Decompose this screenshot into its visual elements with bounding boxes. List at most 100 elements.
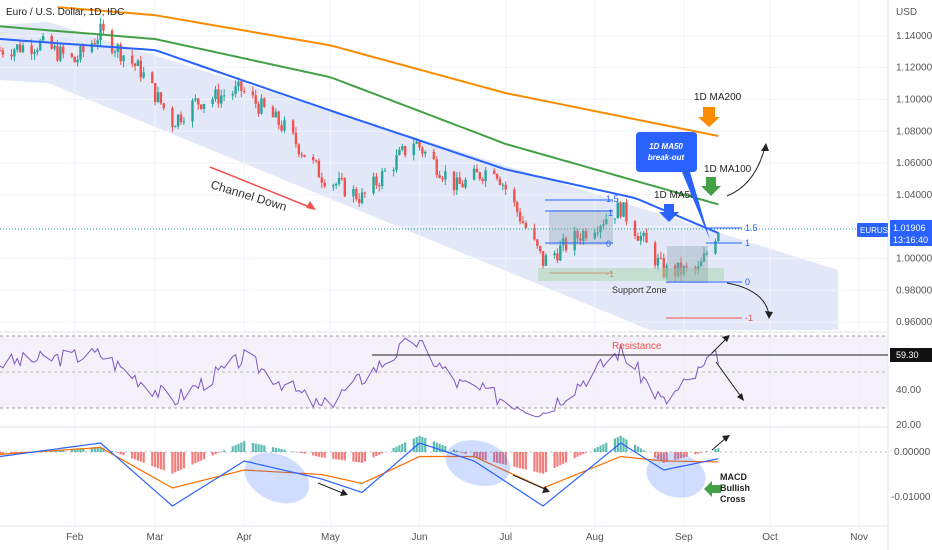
candle-body (151, 72, 154, 84)
candle-body (544, 255, 548, 266)
candle-body (194, 98, 197, 101)
macd-histogram-bar (636, 446, 639, 452)
macd-histogram-bar (312, 452, 315, 456)
candle-body (536, 239, 539, 247)
fib-b-level-neg: -1 (745, 313, 753, 323)
macd-histogram-bar (314, 452, 318, 457)
price-tick: 1.04000 (896, 190, 932, 201)
candle-body (593, 232, 596, 239)
candle-body (199, 104, 203, 109)
ma200-label: 1D MA200 (694, 92, 742, 103)
channel-arrow-head (306, 201, 316, 210)
macd-histogram-bar (257, 444, 260, 452)
candle-body (21, 45, 25, 53)
macd-histogram-bar (131, 452, 134, 459)
candle-body (561, 238, 565, 246)
candle-body (234, 86, 237, 94)
macd-histogram-bar (452, 449, 456, 452)
candle-body (524, 223, 528, 229)
projection-up-curve (726, 146, 766, 197)
macd-histogram-bar (596, 447, 599, 452)
macd-histogram-bar (243, 441, 246, 452)
candle-body (378, 185, 381, 187)
macd-histogram-bar (217, 452, 220, 453)
candle-body (699, 261, 703, 267)
breakout-label-line1: 1D MA50 (649, 142, 683, 151)
macd-histogram-bar (501, 452, 504, 465)
macd-histogram-bar (412, 438, 415, 452)
candle-body (357, 199, 361, 203)
candle-body (274, 111, 278, 118)
price-tick: 1.10000 (896, 94, 932, 105)
candle-body (176, 114, 180, 127)
candle-body (412, 143, 415, 156)
macd-histogram-bar (82, 447, 85, 452)
price-tick: 1.08000 (896, 126, 932, 137)
macd-histogram-bar (564, 452, 568, 463)
candle-body (283, 120, 286, 131)
candle-body (656, 257, 660, 266)
candle-body (538, 246, 542, 252)
candle-body (653, 242, 657, 266)
candle-body (415, 141, 418, 144)
fib-b-level-mid: 1 (745, 238, 750, 248)
ma-line-100 (0, 25, 719, 206)
price-badge-value: 1.01906 (893, 223, 926, 233)
candle-body (254, 95, 257, 104)
candle-body (441, 177, 444, 180)
candle-body (174, 126, 177, 128)
macd-histogram-bar (119, 452, 122, 455)
macd-histogram-bar (151, 452, 154, 467)
ma50-arrow (659, 204, 679, 222)
macd-histogram-bar (573, 452, 576, 459)
candle-body (478, 172, 482, 180)
candle-body (493, 170, 496, 175)
candle-body (277, 111, 280, 126)
candle-body (79, 46, 82, 60)
macd-histogram-bar (521, 452, 525, 469)
macd-histogram-bar (685, 452, 688, 457)
candle-body (59, 46, 62, 61)
macd-histogram-bar (191, 452, 194, 465)
fib-b-level-zero: 0 (745, 277, 750, 287)
candle-body (403, 146, 407, 156)
candle-body (573, 231, 576, 251)
candle-body (432, 151, 436, 160)
candle-body (96, 40, 99, 45)
candle-body (162, 103, 165, 109)
macd-histogram-bar (464, 452, 467, 454)
macd-histogram-bar (562, 452, 565, 464)
macd-histogram-bar (576, 452, 579, 457)
macd-histogram-bar (599, 445, 602, 452)
candle-body (332, 185, 335, 187)
candle-body (70, 53, 74, 57)
macd-histogram-bar (714, 448, 717, 452)
currency-label: USD (896, 7, 917, 18)
macd-histogram-bar (659, 452, 662, 461)
macd-line (0, 442, 719, 507)
macd-histogram-bar (283, 449, 286, 452)
candle-body (579, 238, 582, 241)
macd-histogram-bar (513, 452, 516, 467)
macd-histogram-bar (174, 452, 177, 473)
candle-body (636, 236, 640, 241)
macd-histogram-bar (363, 452, 367, 462)
candle-body (297, 144, 301, 155)
macd-histogram-bar (102, 447, 105, 452)
time-tick: Jul (499, 532, 512, 543)
macd-histogram-bar (251, 443, 254, 452)
candle-body (211, 99, 214, 104)
macd-histogram-bar (317, 452, 321, 457)
time-tick: Mar (147, 532, 165, 543)
rsi-up-arrow-head (722, 335, 730, 342)
candle-body (30, 45, 33, 54)
macd-histogram-bar (355, 452, 358, 463)
candle-body (645, 232, 648, 243)
macd-histogram-bar (375, 452, 378, 457)
candle-body (340, 177, 344, 179)
candle-body (541, 251, 545, 266)
candle-body (458, 177, 461, 184)
macd-histogram-bar (536, 452, 539, 473)
candle-body (320, 177, 324, 183)
